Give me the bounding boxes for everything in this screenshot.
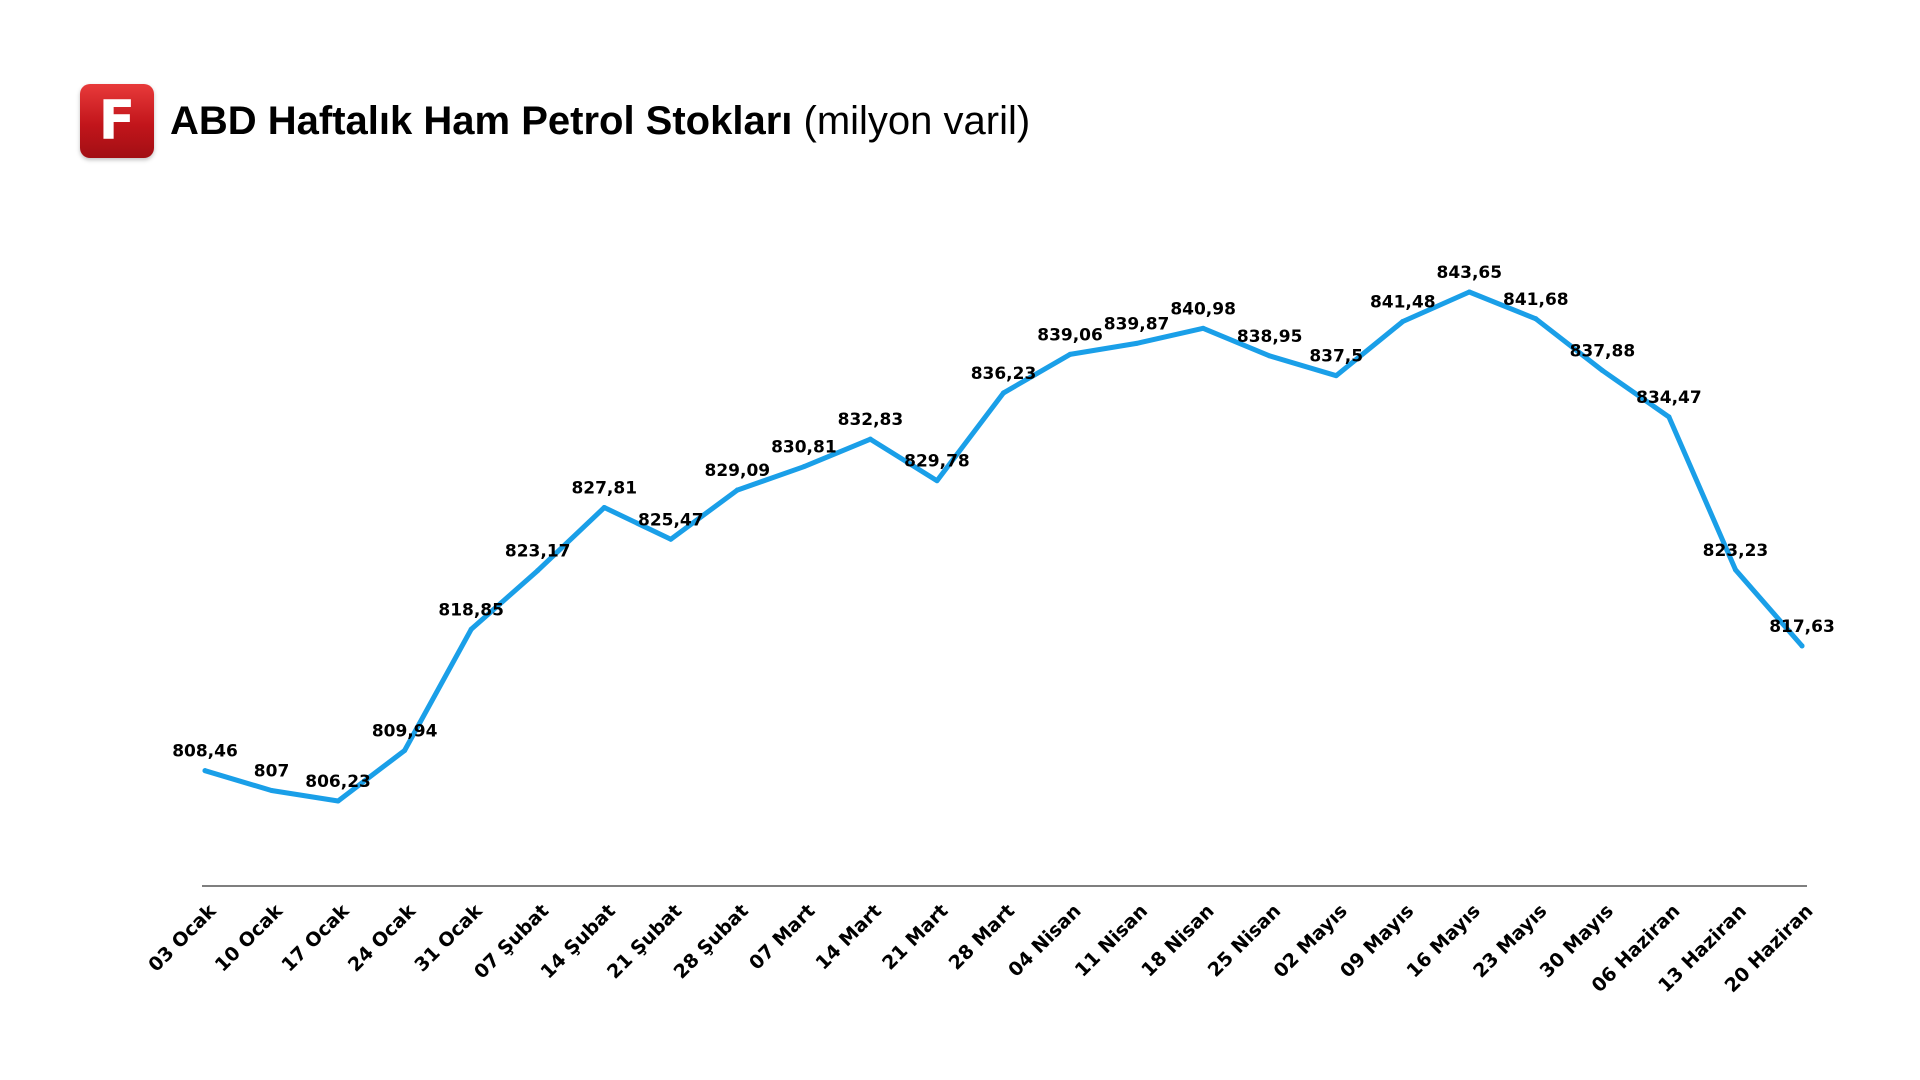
data-point (1666, 414, 1672, 420)
data-label: 829,09 (705, 461, 771, 481)
data-point (601, 504, 607, 510)
data-point (668, 536, 674, 542)
data-point (1599, 367, 1605, 373)
chart-title-main: ABD Haftalık Ham Petrol Stokları (170, 98, 793, 143)
x-tick-label: 14 Mart (812, 900, 886, 974)
data-label: 834,47 (1636, 388, 1702, 408)
x-tick-label: 03 Ocak (144, 900, 221, 977)
logo-letter: F (98, 89, 136, 152)
data-label: 806,23 (305, 772, 371, 792)
data-point (269, 788, 275, 794)
x-tick-label: 10 Ocak (211, 900, 288, 977)
data-label: 818,85 (438, 600, 504, 620)
data-label-layer: 808,46807806,23809,94818,85823,17827,818… (172, 263, 1835, 792)
data-label: 830,81 (771, 438, 837, 458)
x-tick-label: 07 Mart (745, 900, 819, 974)
data-point (1001, 390, 1006, 396)
data-point (535, 568, 541, 574)
data-label: 823,17 (505, 542, 571, 562)
data-label: 837,5 (1309, 347, 1363, 367)
x-tick-label: 17 Ocak (277, 900, 354, 977)
data-point (335, 798, 341, 804)
data-point (1267, 353, 1273, 359)
data-point (202, 768, 208, 774)
data-label: 840,98 (1170, 299, 1236, 319)
data-point (1134, 340, 1140, 346)
brand-logo-icon: F (80, 84, 154, 158)
data-point (1067, 351, 1073, 357)
chart-title-unit: (milyon varil) (803, 98, 1031, 143)
data-label: 807 (254, 762, 290, 782)
data-point (1466, 289, 1472, 295)
data-point (1333, 373, 1339, 379)
data-label: 808,46 (172, 742, 238, 762)
data-point (734, 487, 740, 493)
chart-header: F ABD Haftalık Ham Petrol Stokları (mily… (80, 84, 1030, 158)
data-point (1200, 325, 1206, 331)
x-tick-label: 21 Mart (878, 900, 952, 974)
x-tick-label: 24 Ocak (344, 900, 421, 977)
data-label: 827,81 (571, 478, 637, 498)
data-label: 823,23 (1703, 541, 1769, 561)
data-point (867, 436, 873, 442)
data-label: 838,95 (1237, 327, 1303, 347)
data-label: 825,47 (638, 510, 704, 530)
data-label: 829,78 (904, 452, 970, 472)
series-line-layer (202, 289, 1805, 804)
data-point (402, 748, 408, 754)
data-label: 843,65 (1436, 263, 1502, 283)
data-label: 809,94 (372, 722, 438, 742)
data-point (1799, 643, 1805, 649)
data-point (468, 626, 474, 632)
data-label: 839,06 (1037, 325, 1103, 345)
data-label: 836,23 (971, 364, 1037, 384)
data-label: 837,88 (1570, 341, 1636, 361)
data-point (1400, 319, 1406, 325)
data-point (801, 464, 807, 470)
data-point (934, 478, 940, 484)
data-point (1533, 316, 1539, 322)
data-label: 839,87 (1104, 314, 1170, 334)
data-label: 841,68 (1503, 290, 1569, 310)
data-label: 841,48 (1370, 293, 1436, 313)
data-point (1732, 567, 1738, 573)
data-label: 817,63 (1769, 617, 1835, 637)
data-label: 832,83 (838, 410, 904, 430)
chart-title: ABD Haftalık Ham Petrol Stokları (milyon… (170, 99, 1030, 144)
